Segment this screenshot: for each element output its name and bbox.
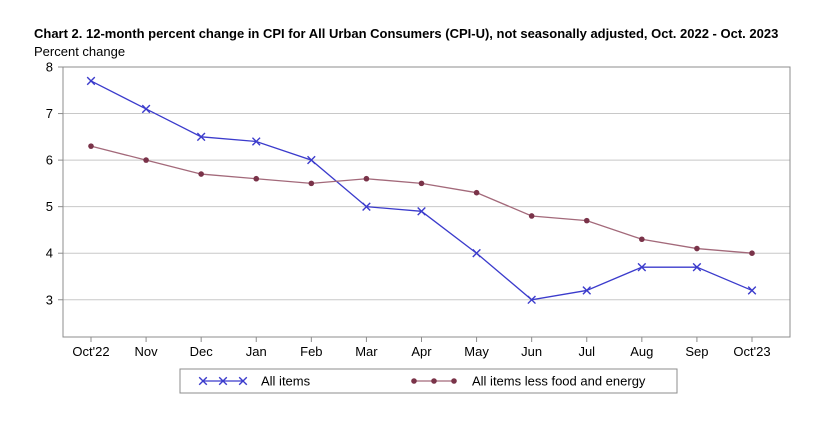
x-tick-label: Jul	[578, 344, 595, 359]
gridlines	[63, 66, 790, 301]
data-point	[253, 175, 260, 182]
x-tick-label: Jan	[246, 344, 267, 359]
y-axis-label: Percent change	[34, 44, 126, 59]
data-point	[308, 180, 315, 187]
data-point	[196, 132, 206, 142]
data-point	[198, 171, 204, 177]
data-point	[692, 262, 702, 272]
data-point	[583, 217, 590, 224]
legend-item: All items less food and energy	[411, 374, 646, 389]
plot-frame	[62, 66, 791, 338]
legend-swatch-marker	[451, 378, 457, 384]
data-point	[307, 155, 316, 165]
legend-swatch-marker	[218, 376, 228, 386]
y-tick-label: 3	[46, 292, 53, 307]
data-point	[473, 189, 480, 196]
data-point	[528, 213, 535, 219]
data-point	[637, 262, 647, 272]
series-1	[86, 76, 757, 305]
data-point	[582, 286, 592, 295]
x-tick-label: Nov	[135, 344, 159, 359]
legend: All items All items less food and energy	[179, 368, 678, 394]
x-tick-label: Oct'23	[733, 344, 770, 359]
legend-swatch-marker	[238, 376, 248, 386]
x-axis-ticks: Oct'22 Nov Dec Jan Feb Mar Apr May Jun Jul Aug Sep O…	[72, 337, 771, 359]
y-tick-label: 6	[46, 153, 53, 168]
x-tick-label: Apr	[411, 344, 432, 359]
data-point	[527, 295, 536, 305]
x-tick-label: May	[464, 344, 489, 359]
x-tick-label: Sep	[685, 344, 708, 359]
y-tick-label: 7	[46, 106, 53, 121]
legend-item: All items	[198, 374, 311, 389]
legend-label: All items	[261, 374, 311, 389]
x-tick-label: Feb	[300, 344, 322, 359]
chart-title: Chart 2. 12-month percent change in CPI …	[34, 26, 779, 41]
data-point	[749, 250, 755, 257]
y-axis-ticks: 3 4 5 6 7 8	[46, 60, 63, 307]
data-point	[472, 248, 481, 258]
legend-swatch-marker	[411, 378, 417, 384]
legend-swatch-marker	[198, 376, 208, 386]
y-tick-label: 8	[46, 60, 53, 75]
data-point	[418, 180, 425, 187]
y-tick-label: 4	[46, 246, 53, 261]
x-tick-label: Dec	[190, 344, 214, 359]
data-point	[143, 157, 149, 163]
x-tick-label: Oct'22	[72, 344, 109, 359]
legend-swatch-marker	[431, 378, 437, 384]
x-tick-label: Jun	[521, 344, 542, 359]
legend-label: All items less food and energy	[472, 374, 646, 389]
series-line	[90, 145, 753, 254]
data-point	[141, 104, 151, 114]
data-point	[639, 236, 645, 243]
y-tick-label: 5	[46, 199, 53, 214]
data-point	[363, 175, 370, 182]
data-point	[362, 202, 371, 211]
data-point	[747, 286, 757, 295]
data-point	[86, 76, 96, 86]
series-2	[88, 143, 755, 257]
data-point	[88, 143, 94, 149]
x-tick-label: Aug	[630, 344, 653, 359]
data-point	[417, 207, 426, 216]
data-point	[251, 137, 261, 146]
data-point	[694, 245, 700, 252]
x-tick-label: Mar	[355, 344, 378, 359]
series-layer	[86, 76, 757, 305]
